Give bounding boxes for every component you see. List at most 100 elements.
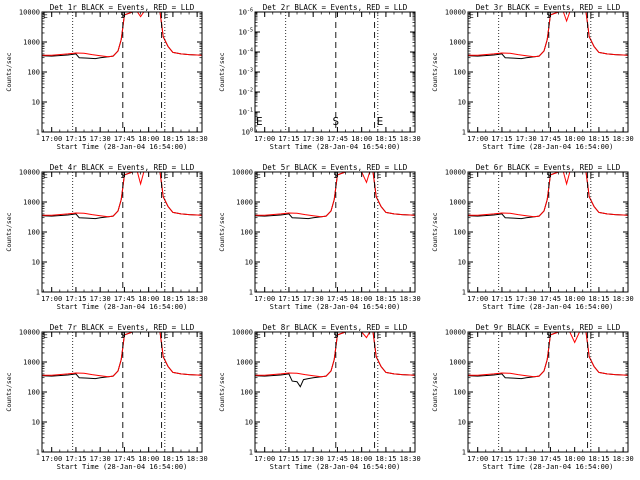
x-tick-label: 17:00 bbox=[41, 295, 62, 303]
x-tick-label: 17:00 bbox=[254, 455, 275, 463]
y-tick-label: 100 bbox=[240, 229, 253, 237]
x-tick-label: 18:15 bbox=[375, 455, 396, 463]
plot-frame bbox=[254, 11, 416, 133]
x-tick-label: 17:45 bbox=[327, 455, 348, 463]
x-tick-label: 18:00 bbox=[138, 455, 159, 463]
x-axis-label: Start Time (28-Jan-04 16:54:00) bbox=[57, 143, 188, 151]
x-tick-label: 17:30 bbox=[516, 455, 537, 463]
panel-title: Det 2r BLACK = Events, RED = LLD bbox=[263, 3, 408, 12]
x-tick-label: 17:30 bbox=[303, 455, 324, 463]
y-tick-label: 100 bbox=[27, 229, 40, 237]
y-tick-label: 1000 bbox=[23, 199, 40, 207]
start-marker-label: S bbox=[333, 171, 338, 180]
y-axis-label: Counts/sec bbox=[5, 212, 13, 251]
x-tick-label: 18:15 bbox=[162, 295, 183, 303]
y-tick-label: 10 bbox=[458, 99, 466, 107]
x-tick-label: 17:45 bbox=[114, 135, 135, 143]
y-tick-label: 1 bbox=[462, 129, 466, 137]
x-tick-label: 18:30 bbox=[613, 135, 634, 143]
x-tick-label: 17:30 bbox=[90, 295, 111, 303]
y-tick-label: 1000 bbox=[449, 39, 466, 47]
y-tick-label: 10000 bbox=[19, 169, 40, 177]
x-tick-label: 17:15 bbox=[278, 135, 299, 143]
y-tick-label: 1 bbox=[249, 289, 253, 297]
start-marker-label: S bbox=[332, 115, 339, 128]
x-tick-label: 17:00 bbox=[254, 135, 275, 143]
x-tick-label: 18:00 bbox=[564, 295, 585, 303]
x-tick-label: 18:15 bbox=[375, 135, 396, 143]
x-tick-label: 17:15 bbox=[491, 455, 512, 463]
x-axis-label: Start Time (28-Jan-04 16:54:00) bbox=[483, 143, 614, 151]
end-marker-label: E bbox=[377, 115, 384, 128]
y-axis-label: Counts/sec bbox=[218, 212, 226, 251]
x-tick-label: 17:00 bbox=[41, 135, 62, 143]
x-tick-label: 18:00 bbox=[564, 455, 585, 463]
y-tick-label: 1 bbox=[462, 289, 466, 297]
x-axis-label: Start Time (28-Jan-04 16:54:00) bbox=[57, 303, 188, 311]
y-tick-label: 1000 bbox=[449, 199, 466, 207]
end-marker-label: E bbox=[590, 331, 595, 340]
end-marker-label: E bbox=[164, 331, 169, 340]
panel-title: Det 9r BLACK = Events, RED = LLD bbox=[476, 323, 621, 332]
end-marker-label: E bbox=[377, 331, 382, 340]
end-marker-label: E bbox=[164, 171, 169, 180]
x-tick-label: 17:45 bbox=[114, 455, 135, 463]
y-tick-label: 10-4 bbox=[239, 48, 253, 57]
x-tick-label: 17:30 bbox=[303, 295, 324, 303]
y-tick-label: 10-5 bbox=[239, 28, 253, 37]
x-tick-label: 17:30 bbox=[90, 455, 111, 463]
x-tick-label: 17:30 bbox=[516, 295, 537, 303]
y-tick-label: 10-6 bbox=[239, 8, 253, 17]
y-tick-label: 1 bbox=[36, 129, 40, 137]
left-edge-label: E bbox=[469, 171, 474, 180]
x-tick-label: 17:45 bbox=[327, 295, 348, 303]
y-tick-label: 10000 bbox=[232, 329, 253, 337]
panel-title: Det 6r BLACK = Events, RED = LLD bbox=[476, 163, 621, 172]
left-edge-label: E bbox=[469, 331, 474, 340]
left-edge-label: E bbox=[43, 331, 48, 340]
y-tick-label: 1 bbox=[36, 289, 40, 297]
events-line bbox=[255, 331, 415, 388]
y-tick-label: 1000 bbox=[23, 39, 40, 47]
y-tick-label: 10-1 bbox=[239, 108, 253, 117]
start-marker-label: S bbox=[546, 171, 551, 180]
panel-title: Det 5r BLACK = Events, RED = LLD bbox=[263, 163, 408, 172]
start-marker-label: S bbox=[546, 11, 551, 20]
left-edge-label: E bbox=[256, 331, 261, 340]
x-tick-label: 18:15 bbox=[588, 455, 609, 463]
left-edge-label: E bbox=[43, 171, 48, 180]
left-edge-label: E bbox=[256, 115, 263, 128]
x-tick-label: 17:00 bbox=[467, 455, 488, 463]
x-axis-label: Start Time (28-Jan-04 16:54:00) bbox=[483, 303, 614, 311]
y-axis-label: Counts/sec bbox=[5, 372, 13, 411]
x-tick-label: 18:30 bbox=[187, 135, 208, 143]
x-axis-label: Start Time (28-Jan-04 16:54:00) bbox=[57, 463, 188, 471]
x-tick-label: 17:00 bbox=[467, 135, 488, 143]
y-tick-label: 100 bbox=[242, 128, 253, 137]
x-tick-label: 17:15 bbox=[65, 295, 86, 303]
start-marker-label: S bbox=[120, 171, 125, 180]
x-tick-label: 18:30 bbox=[400, 455, 421, 463]
y-tick-label: 10000 bbox=[445, 329, 466, 337]
x-tick-label: 18:15 bbox=[162, 135, 183, 143]
y-tick-label: 10-2 bbox=[239, 88, 253, 97]
y-tick-label: 10 bbox=[458, 419, 466, 427]
y-axis-label: Counts/sec bbox=[431, 212, 439, 251]
x-axis-label: Start Time (28-Jan-04 16:54:00) bbox=[270, 463, 401, 471]
y-axis-label: Counts/sec bbox=[218, 372, 226, 411]
end-marker-label: E bbox=[164, 11, 169, 20]
start-marker-label: S bbox=[333, 331, 338, 340]
x-tick-label: 17:15 bbox=[491, 135, 512, 143]
panel-title: Det 3r BLACK = Events, RED = LLD bbox=[476, 3, 621, 12]
x-tick-label: 17:45 bbox=[540, 455, 561, 463]
y-tick-label: 1 bbox=[462, 449, 466, 457]
panel-title: Det 8r BLACK = Events, RED = LLD bbox=[263, 323, 408, 332]
x-tick-label: 18:15 bbox=[162, 455, 183, 463]
